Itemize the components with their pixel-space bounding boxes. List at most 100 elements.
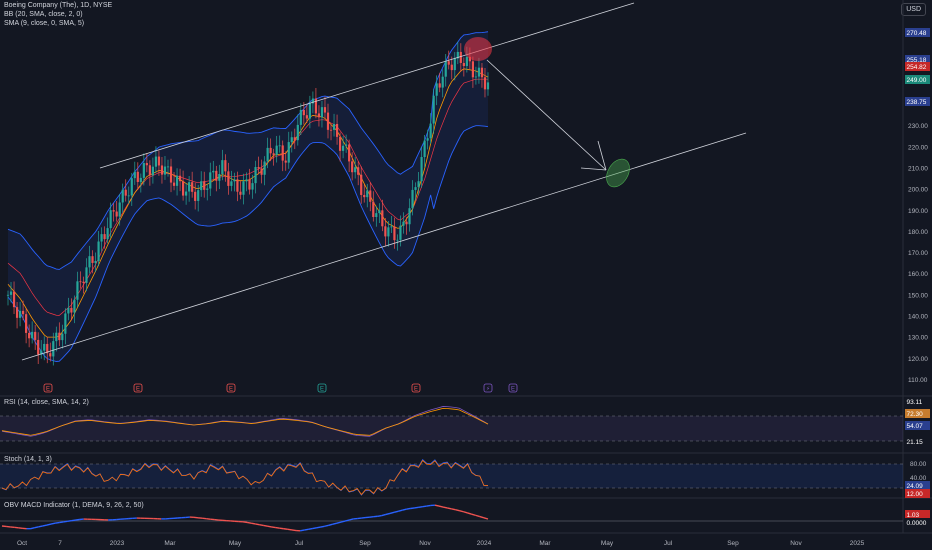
candle-body [61, 333, 64, 341]
obv-segment [255, 523, 260, 526]
candle-body [130, 178, 133, 196]
candle-body [109, 210, 112, 229]
candle-body [175, 175, 179, 186]
candle-body [281, 145, 284, 161]
candle-body [348, 144, 351, 162]
candle-body [64, 313, 67, 334]
candle-body [423, 140, 426, 158]
time-label: Nov [419, 540, 431, 547]
candle-body [417, 181, 420, 188]
price-badge [905, 28, 930, 37]
candle-body [88, 256, 91, 268]
legend-symbol[interactable]: Boeing Company (The), 1D, NYSE [4, 2, 113, 9]
candle-body [269, 147, 272, 154]
candle-body [372, 201, 375, 217]
candle-body [236, 179, 239, 192]
event-marker [508, 383, 518, 393]
event-label: E [46, 387, 50, 393]
candle-body [242, 181, 245, 195]
obv-segment [300, 529, 305, 532]
obv-segment [479, 515, 485, 519]
obv-segment [422, 505, 427, 508]
candle-body [296, 124, 299, 141]
candle-body [378, 210, 381, 214]
obv-segment [397, 509, 403, 512]
obv-segment [385, 512, 391, 516]
candle-body [160, 165, 164, 175]
obv-segment [291, 529, 297, 532]
time-label: Sep [727, 540, 739, 547]
candle-body [103, 234, 106, 240]
candle-body [230, 181, 233, 186]
candle-body [37, 339, 40, 355]
candle-body [224, 160, 227, 172]
currency-button[interactable]: USD [901, 3, 926, 16]
event-label: E [136, 387, 140, 393]
event-marker [133, 383, 143, 393]
price-tick: 110.00 [908, 377, 928, 384]
candle-body [203, 181, 206, 190]
price-badge-label: 238.75 [907, 99, 927, 106]
price-badge-label: 270.48 [907, 30, 927, 37]
candle-body [18, 310, 22, 318]
candle-body [76, 281, 79, 300]
obv-segment [267, 525, 272, 528]
obv-segment [459, 509, 464, 513]
price-badge-label: 249.00 [907, 77, 927, 84]
stoch-badge [905, 481, 930, 490]
candle-body [221, 160, 224, 174]
candle-body [127, 195, 130, 197]
target-marker [606, 158, 630, 188]
candle-body [293, 137, 296, 141]
price-tick: 220.00 [908, 144, 928, 151]
obv-label[interactable]: OBV MACD Indicator (1, DEMA, 9, 26, 2, 5… [4, 502, 144, 509]
obv-segment [287, 528, 293, 531]
candle-body [471, 61, 475, 78]
price-badge [905, 75, 930, 84]
bb-fill [8, 31, 488, 362]
candle-body [314, 98, 318, 114]
rsi-badge-label: 21.15 [907, 439, 924, 446]
legend-sma[interactable]: SMA (9, close, 0, SMA, 5) [4, 20, 85, 27]
candle-body [218, 173, 221, 181]
legend-bb[interactable]: BB (20, SMA, close, 2, 0) [4, 11, 83, 18]
obv-segment [46, 523, 52, 526]
candle-body [79, 281, 82, 283]
candle-body [335, 123, 339, 137]
time-label: 2025 [850, 540, 865, 547]
candle-body [402, 221, 405, 226]
candle-body [345, 144, 348, 146]
obv-segment [348, 518, 354, 521]
candle-body [21, 310, 25, 315]
candle-body [49, 353, 52, 357]
price-badge [905, 62, 930, 71]
candle-body [248, 179, 251, 190]
candle-body [405, 221, 408, 225]
candle-body [15, 307, 19, 318]
candle-body [444, 61, 447, 77]
rsi-label[interactable]: RSI (14, close, SMA, 14, 2) [4, 399, 89, 406]
price-tick: 230.00 [908, 123, 928, 130]
candle-body [206, 188, 209, 190]
candle-body [453, 58, 456, 71]
candle-body [290, 137, 293, 143]
rsi-badge [905, 397, 930, 406]
obv-segment [38, 525, 43, 528]
stoch-label[interactable]: Stoch (14, 1, 3) [4, 456, 52, 463]
candle-body [118, 202, 121, 217]
candle-body [381, 210, 384, 227]
candle-body [40, 350, 43, 355]
candle-body [317, 113, 321, 118]
candle-body [166, 166, 170, 168]
candle-body [384, 226, 387, 237]
obv-segment [389, 511, 395, 515]
top-marker [464, 37, 492, 61]
candle-body [154, 156, 158, 167]
candle-body [43, 343, 46, 351]
candle-body [121, 189, 124, 203]
obv-segment [463, 511, 468, 514]
candle-body [260, 168, 263, 175]
candle-body [357, 167, 360, 175]
candle-body [332, 123, 336, 130]
